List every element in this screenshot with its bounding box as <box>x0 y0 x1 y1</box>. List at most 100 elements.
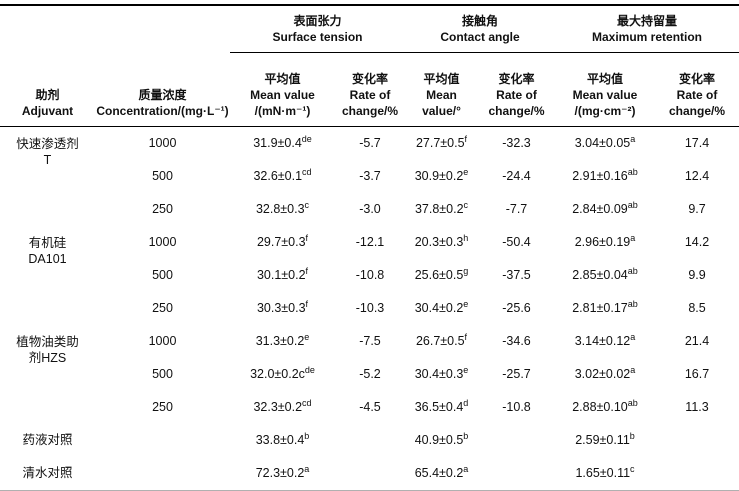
cell-mr-rate: 9.7 <box>688 202 706 216</box>
significance-letter: h <box>463 232 469 243</box>
significance-letter: a <box>630 364 636 375</box>
cell-adjuvant <box>0 292 95 325</box>
sub-header-row: 平均值 Mean value /(mN·m⁻¹) 变化率 Rate of cha… <box>0 52 739 127</box>
cell-adjuvant: 植物油类助 剂HZS <box>0 325 95 365</box>
cell-ca-mean: 20.3±0.3h <box>414 232 469 249</box>
cell-mr-mean: 2.85±0.04ab <box>572 265 638 282</box>
cell-adjuvant <box>0 391 95 424</box>
significance-letter: c <box>463 199 469 210</box>
group-header-surface-tension: 表面张力 Surface tension <box>230 5 405 53</box>
significance-letter: cd <box>302 397 312 408</box>
col-header-concentration-en: Concentration/(mg·L⁻¹) <box>96 104 229 118</box>
cell-concentration: 1000 <box>148 136 177 150</box>
cell-mr-mean: 3.14±0.12a <box>574 331 636 348</box>
table-row: 快速渗透剂 T 1000 31.9±0.4de -5.7 27.7±0.5f -3… <box>0 127 739 167</box>
col-header-st-mean: 平均值 Mean value /(mN·m⁻¹) <box>230 52 335 127</box>
significance-letter: a <box>630 232 636 243</box>
significance-letter: a <box>630 133 636 144</box>
cell-mr-rate: 17.4 <box>684 136 710 150</box>
cell-concentration <box>95 424 230 457</box>
cell-ca-rate <box>478 457 555 491</box>
cell-mr-rate: 16.7 <box>684 367 710 381</box>
cell-adjuvant: 快速渗透剂 T <box>0 127 95 167</box>
table-row: 500 32.0±0.2cde -5.2 30.4±0.3e -25.7 3.0… <box>0 358 739 391</box>
cell-st-mean: 30.1±0.2f <box>256 265 309 282</box>
adjuvant-name-line1: 有机硅 <box>28 235 67 250</box>
cell-st-rate: -10.3 <box>355 301 385 315</box>
table-row: 250 32.8±0.3c -3.0 37.8±0.2c -7.7 2.84±0… <box>0 193 739 226</box>
cell-concentration: 250 <box>152 202 173 216</box>
col-header-st-rate-zh: 变化率 <box>351 72 388 86</box>
cell-ca-rate: -50.4 <box>502 235 531 249</box>
cell-mr-rate <box>655 457 739 491</box>
significance-letter: b <box>304 430 310 441</box>
significance-letter: ab <box>627 298 638 309</box>
group-header-max-retention-en: Maximum retention <box>592 30 703 44</box>
cell-concentration: 500 <box>152 268 173 282</box>
cell-mr-rate: 14.2 <box>684 235 710 249</box>
cell-adjuvant <box>0 193 95 226</box>
col-header-ca-rate-zh: 变化率 <box>498 72 535 86</box>
cell-ca-rate: -25.7 <box>502 367 531 381</box>
table-row: 250 32.3±0.2cd -4.5 36.5±0.4d -10.8 2.88… <box>0 391 739 424</box>
cell-ca-rate <box>478 424 555 457</box>
cell-concentration: 1000 <box>148 235 177 249</box>
significance-letter: de <box>301 133 312 144</box>
col-header-ca-rate-unit: change/% <box>488 104 545 118</box>
col-header-st-rate-l2: Rate of <box>349 88 391 102</box>
cell-concentration: 500 <box>152 367 173 381</box>
cell-ca-rate: -10.8 <box>502 400 531 414</box>
adjuvant-name-line2: T <box>43 152 52 167</box>
group-header-contact-angle: 接触角 Contact angle <box>405 5 555 53</box>
table-row: 500 30.1±0.2f -10.8 25.6±0.5g -37.5 2.85… <box>0 259 739 292</box>
cell-st-rate: -5.2 <box>359 367 381 381</box>
group-header-surface-tension-zh: 表面张力 <box>293 14 342 28</box>
significance-letter: a <box>630 331 636 342</box>
cell-concentration: 250 <box>152 400 173 414</box>
adjuvant-name-line2: DA101 <box>28 251 67 266</box>
cell-mr-mean: 2.59±0.11b <box>575 430 635 447</box>
col-header-mr-mean: 平均值 Mean value /(mg·cm⁻²) <box>555 52 655 127</box>
cell-mr-mean: 2.96±0.19a <box>574 232 636 249</box>
cell-ca-rate: -32.3 <box>502 136 531 150</box>
significance-letter: cd <box>302 166 312 177</box>
cell-ca-mean: 36.5±0.4d <box>414 397 469 414</box>
adjuvant-name-line1: 快速渗透剂 <box>16 136 79 151</box>
cell-st-rate <box>335 457 405 491</box>
cell-st-rate: -5.7 <box>359 136 381 150</box>
col-header-st-mean-l2: Mean value <box>250 88 315 102</box>
cell-st-mean: 31.9±0.4de <box>253 133 312 150</box>
cell-ca-rate: -34.6 <box>502 334 531 348</box>
cell-adjuvant: 药液对照 <box>22 433 73 447</box>
cell-mr-mean: 2.84±0.09ab <box>572 199 638 216</box>
table-header: 助剂 Adjuvant 质量浓度 Concentration/(mg·L⁻¹) … <box>0 5 739 127</box>
cell-st-mean: 32.8±0.3c <box>255 199 310 216</box>
significance-letter: c <box>304 199 310 210</box>
cell-st-mean: 30.3±0.3f <box>256 298 309 315</box>
significance-letter: ab <box>627 199 638 210</box>
col-header-ca-rate: 变化率 Rate of change/% <box>478 52 555 127</box>
cell-concentration: 250 <box>152 301 173 315</box>
adjuvant-name-line2: 剂HZS <box>28 350 67 365</box>
cell-st-rate: -4.5 <box>359 400 381 414</box>
significance-letter: ab <box>627 166 638 177</box>
col-header-st-rate-unit: change/% <box>341 104 398 118</box>
cell-st-rate <box>335 424 405 457</box>
col-header-concentration-zh: 质量浓度 <box>138 88 187 102</box>
cell-st-mean: 32.6±0.1cd <box>253 166 312 183</box>
cell-concentration: 1000 <box>148 334 177 348</box>
cell-mr-rate: 9.9 <box>688 268 706 282</box>
col-header-ca-mean-zh: 平均值 <box>423 72 460 86</box>
adjuvant-name-line1: 植物油类助 <box>16 334 79 349</box>
col-header-ca-mean-unit: value/° <box>422 104 461 118</box>
cell-ca-mean: 65.4±0.2a <box>405 457 478 491</box>
cell-concentration <box>95 457 230 491</box>
significance-letter: b <box>463 430 469 441</box>
cell-st-rate: -10.8 <box>355 268 385 282</box>
cell-ca-rate: -24.4 <box>502 169 531 183</box>
col-header-adjuvant-zh: 助剂 <box>35 88 60 102</box>
cell-mr-mean: 3.04±0.05a <box>574 133 636 150</box>
cell-st-mean: 72.3±0.2a <box>230 457 335 491</box>
significance-letter: f <box>464 331 468 342</box>
